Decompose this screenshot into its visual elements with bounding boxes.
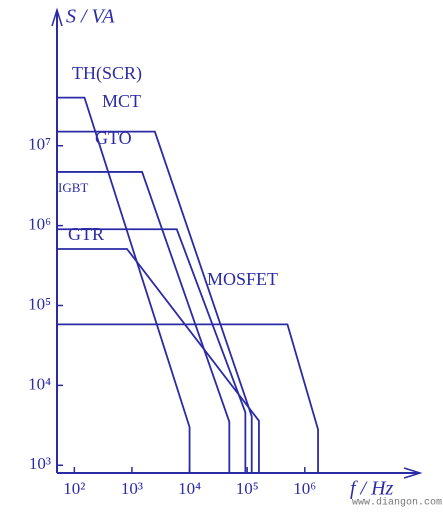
series-label: TH(SCR) xyxy=(72,63,142,84)
x-tick-label: 10³ xyxy=(121,479,143,498)
x-tick-label: 10⁶ xyxy=(293,479,316,498)
series-line xyxy=(57,171,231,473)
series-label: MCT xyxy=(102,91,141,111)
y-axis-arrow xyxy=(51,7,63,27)
series-label: GTR xyxy=(68,224,104,244)
series-line xyxy=(57,228,247,473)
watermark: www.diangon.com xyxy=(352,497,442,509)
series-label: MOSFET xyxy=(207,269,278,289)
series-label: GTO xyxy=(95,128,132,148)
series-line xyxy=(57,248,260,473)
y-tick-label: 10⁵ xyxy=(28,294,51,313)
series-line xyxy=(57,323,319,473)
y-tick-label: 10⁴ xyxy=(28,374,51,393)
y-axis-label: S / VA xyxy=(66,6,115,28)
x-tick-label: 10² xyxy=(63,479,85,498)
x-axis-arrow xyxy=(403,467,423,479)
x-tick-label: 10⁵ xyxy=(236,479,259,498)
series-line xyxy=(57,130,253,473)
x-axis-label: f / Hz xyxy=(350,478,394,500)
series-line xyxy=(57,96,191,473)
x-tick-label: 10⁴ xyxy=(178,479,201,498)
y-tick-label: 10⁷ xyxy=(28,135,51,154)
y-tick-label: 10³ xyxy=(29,454,51,473)
y-tick-label: 10⁶ xyxy=(28,215,51,234)
series-label: IGBT xyxy=(58,180,88,195)
